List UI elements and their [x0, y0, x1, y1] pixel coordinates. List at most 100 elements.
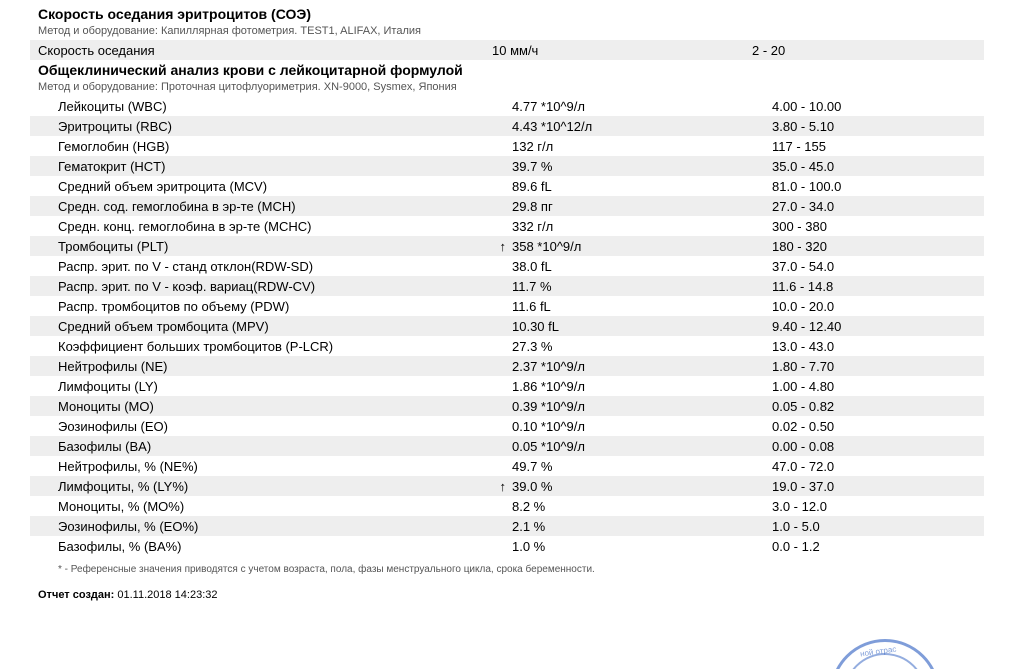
param-range: 0.00 - 0.08 [712, 439, 984, 454]
table-row: Гемоглобин (HGB)132 г/л117 - 155 [30, 136, 984, 156]
param-name: Эозинофилы (EO) [58, 419, 488, 434]
method-value: Проточная цитофлуориметрия. XN-9000, Sys… [161, 81, 457, 93]
param-value: 39.0 % [506, 479, 712, 494]
param-value: 29.8 пг [506, 199, 712, 214]
param-name: Средний объем эритроцита (MCV) [58, 179, 488, 194]
method-label: Метод и оборудование: [38, 81, 158, 93]
param-range: 3.0 - 12.0 [712, 499, 984, 514]
param-range: 10.0 - 20.0 [712, 299, 984, 314]
param-name: Лимфоциты, % (LY%) [58, 479, 488, 494]
table-row: Распр. эрит. по V - коэф. вариац(RDW-CV)… [30, 276, 984, 296]
param-value: 8.2 % [506, 499, 712, 514]
param-value: 0.05 *10^9/л [506, 439, 712, 454]
param-name: Моноциты (MO) [58, 399, 488, 414]
param-name: Средний объем тромбоцита (MPV) [58, 319, 488, 334]
param-value: 0.39 *10^9/л [506, 399, 712, 414]
param-value: 11.6 fL [506, 299, 712, 314]
table-row: Тромбоциты (PLT)↑358 *10^9/л180 - 320 [30, 236, 984, 256]
param-range: 2 - 20 [692, 43, 984, 58]
param-name: Моноциты, % (MO%) [58, 499, 488, 514]
table-row: Скорость оседания 10 мм/ч 2 - 20 [30, 40, 984, 60]
param-name: Лимфоциты (LY) [58, 379, 488, 394]
table-row: Гематокрит (HCT) 39.7 %35.0 - 45.0 [30, 156, 984, 176]
param-range: 19.0 - 37.0 [712, 479, 984, 494]
report-created: Отчет создан: 01.11.2018 14:23:32 [30, 575, 984, 601]
param-range: 180 - 320 [712, 239, 984, 254]
table-row: Эозинофилы, % (EO%)2.1 %1.0 - 5.0 [30, 516, 984, 536]
flag-arrow: ↑ [488, 479, 506, 494]
results-table: Лейкоциты (WBC) 4.77 *10^9/л4.00 - 10.00 Э… [30, 96, 984, 556]
param-value: 1.0 % [506, 539, 712, 554]
param-name: Скорость оседания [38, 43, 468, 58]
table-row: Нейтрофилы, % (NE%)49.7 %47.0 - 72.0 [30, 456, 984, 476]
table-row: Лимфоциты (LY) 1.86 *10^9/л1.00 - 4.80 [30, 376, 984, 396]
param-name: Базофилы, % (BA%) [58, 539, 488, 554]
param-range: 81.0 - 100.0 [712, 179, 984, 194]
param-range: 117 - 155 [712, 139, 984, 154]
stamp-icon: ной отрас [830, 639, 940, 669]
report-created-label: Отчет создан: [38, 589, 114, 601]
param-range: 0.02 - 0.50 [712, 419, 984, 434]
param-range: 13.0 - 43.0 [712, 339, 984, 354]
table-row: Лейкоциты (WBC) 4.77 *10^9/л4.00 - 10.00 [30, 96, 984, 116]
param-range: 35.0 - 45.0 [712, 159, 984, 174]
param-range: 47.0 - 72.0 [712, 459, 984, 474]
param-range: 1.0 - 5.0 [712, 519, 984, 534]
param-value: 38.0 fL [506, 259, 712, 274]
param-name: Базофилы (BA) [58, 439, 488, 454]
table-row: Базофилы (BA) 0.05 *10^9/л0.00 - 0.08 [30, 436, 984, 456]
param-range: 0.05 - 0.82 [712, 399, 984, 414]
param-range: 4.00 - 10.00 [712, 99, 984, 114]
table-row: Нейтрофилы (NE)2.37 *10^9/л1.80 - 7.70 [30, 356, 984, 376]
param-value: 27.3 % [506, 339, 712, 354]
param-range: 0.0 - 1.2 [712, 539, 984, 554]
param-name: Распр. эрит. по V - станд отклон(RDW-SD) [58, 259, 488, 274]
param-range: 37.0 - 54.0 [712, 259, 984, 274]
param-name: Распр. эрит. по V - коэф. вариац(RDW-CV) [58, 279, 488, 294]
param-range: 300 - 380 [712, 219, 984, 234]
table-row: Эритроциты (RBC) 4.43 *10^12/л3.80 - 5.10 [30, 116, 984, 136]
section-cbc-method: Метод и оборудование: Проточная цитофлуо… [30, 80, 984, 96]
section-esr-title: Скорость оседания эритроцитов (СОЭ) [30, 4, 984, 24]
section-esr-method: Метод и оборудование: Капиллярная фотоме… [30, 24, 984, 40]
param-value: 332 г/л [506, 219, 712, 234]
param-value: 39.7 % [506, 159, 712, 174]
param-range: 1.80 - 7.70 [712, 359, 984, 374]
table-row: Средний объем эритроцита (MCV) 89.6 fL81.… [30, 176, 984, 196]
param-name: Распр. тромбоцитов по объему (PDW) [58, 299, 488, 314]
flag-arrow: ↑ [488, 239, 506, 254]
param-value: 10 мм/ч [486, 43, 692, 58]
param-range: 11.6 - 14.8 [712, 279, 984, 294]
table-row: Средн. сод. гемоглобина в эр-те (MCH)29.… [30, 196, 984, 216]
param-name: Средн. конц. гемоглобина в эр-те (MCHC) [58, 219, 488, 234]
param-value: 4.77 *10^9/л [506, 99, 712, 114]
footnote: * - Референсные значения приводятся с уч… [30, 556, 984, 575]
table-row: Моноциты, % (MO%) 8.2 %3.0 - 12.0 [30, 496, 984, 516]
table-row: Базофилы, % (BA%) 1.0 %0.0 - 1.2 [30, 536, 984, 556]
param-range: 1.00 - 4.80 [712, 379, 984, 394]
param-value: 10.30 fL [506, 319, 712, 334]
param-name: Эозинофилы, % (EO%) [58, 519, 488, 534]
param-range: 3.80 - 5.10 [712, 119, 984, 134]
param-value: 89.6 fL [506, 179, 712, 194]
table-row: Распр. тромбоцитов по объему (PDW) 11.6 f… [30, 296, 984, 316]
param-name: Гемоглобин (HGB) [58, 139, 488, 154]
param-name: Коэффициент больших тромбоцитов (P-LCR) [58, 339, 488, 354]
param-name: Лейкоциты (WBC) [58, 99, 488, 114]
table-row: Эозинофилы (EO) 0.10 *10^9/л0.02 - 0.50 [30, 416, 984, 436]
table-row: Средн. конц. гемоглобина в эр-те (MCHC) 3… [30, 216, 984, 236]
param-value: 1.86 *10^9/л [506, 379, 712, 394]
table-row: Коэффициент больших тромбоцитов (P-LCR) 2… [30, 336, 984, 356]
param-name: Гематокрит (HCT) [58, 159, 488, 174]
method-label: Метод и оборудование: [38, 25, 158, 37]
table-row: Распр. эрит. по V - станд отклон(RDW-SD)… [30, 256, 984, 276]
param-value: 4.43 *10^12/л [506, 119, 712, 134]
table-row: Средний объем тромбоцита (MPV)10.30 fL9.… [30, 316, 984, 336]
table-row: Лимфоциты, % (LY%)↑39.0 %19.0 - 37.0 [30, 476, 984, 496]
param-name: Тромбоциты (PLT) [58, 239, 488, 254]
param-value: 0.10 *10^9/л [506, 419, 712, 434]
param-value: 49.7 % [506, 459, 712, 474]
lab-report-page: Скорость оседания эритроцитов (СОЭ) Мето… [0, 0, 1014, 669]
param-name: Эритроциты (RBC) [58, 119, 488, 134]
method-value: Капиллярная фотометрия. TEST1, ALIFAX, И… [161, 25, 421, 37]
